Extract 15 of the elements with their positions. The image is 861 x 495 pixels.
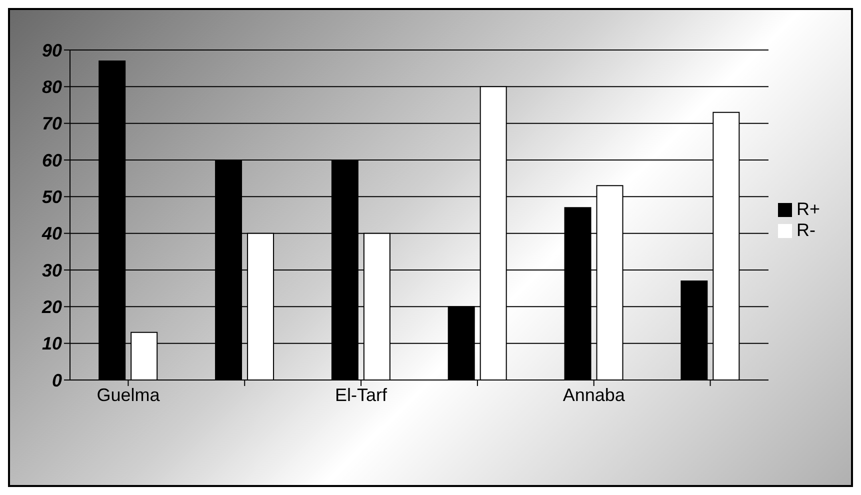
y-tick-label: 60 [42,150,62,170]
y-tick-label: 10 [42,334,62,354]
x-tick-label: Guelma [96,384,161,405]
y-tick-label: 30 [42,260,62,280]
y-tick-label: 50 [42,187,62,208]
y-tick-label: 20 [40,297,62,318]
legend-label: R- [796,220,816,240]
x-tick-label: El-Tarf [335,384,388,405]
y-tick-label: 40 [40,224,62,244]
legend-label: R+ [796,199,820,219]
y-tick-label: 0 [52,370,62,390]
y-tick-label: 70 [42,114,62,134]
y-tick-label: 80 [42,77,62,98]
x-tick-label: Annaba [562,384,626,405]
y-tick-label: 90 [42,40,62,60]
